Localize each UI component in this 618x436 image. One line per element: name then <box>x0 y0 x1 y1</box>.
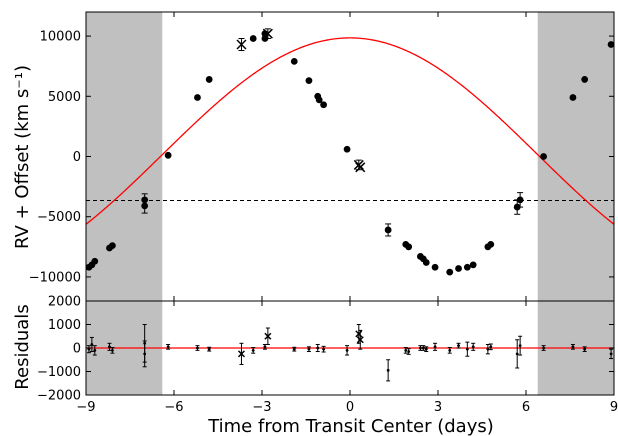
residuals-point-26 <box>465 347 469 351</box>
residuals-point-16 <box>345 348 349 352</box>
rv-point-24 <box>422 259 430 266</box>
rv-point-29 <box>469 261 477 269</box>
rv-point-32 <box>513 203 521 211</box>
residuals-y-tick-label-0: −2000 <box>37 389 81 404</box>
residuals-point-27 <box>471 345 475 349</box>
rv-model-curve <box>86 37 614 225</box>
rv-point-5 <box>141 202 149 210</box>
residuals-point-30 <box>515 352 519 356</box>
residuals-point-9 <box>207 347 211 351</box>
residuals-point-35 <box>609 352 613 356</box>
rv-cross-point-3 <box>355 162 366 173</box>
residuals-point-21 <box>421 346 425 350</box>
x-tick-label-5: 6 <box>522 400 530 415</box>
residuals-point-12 <box>292 347 296 351</box>
residuals-cross-point-3 <box>356 336 364 344</box>
rv-y-tick-label-3: 5000 <box>48 90 81 105</box>
rv-point-28 <box>463 263 471 271</box>
rv-point-27 <box>455 265 462 272</box>
residuals-point-20 <box>419 346 422 350</box>
residuals-point-11 <box>263 345 267 349</box>
residuals-cross-point-0 <box>237 350 245 358</box>
x-tick-label-0: −9 <box>76 400 95 415</box>
rv-point-6 <box>141 196 149 204</box>
rv-point-19 <box>384 226 392 234</box>
residuals-point-29 <box>489 345 493 349</box>
residuals-point-31 <box>518 344 522 348</box>
residuals-point-28 <box>486 347 490 351</box>
rv-y-axis-label: RV + Offset (km s⁻¹) <box>12 65 33 249</box>
x-tick-label-4: 3 <box>434 400 442 415</box>
residuals-y-tick-label-3: 1000 <box>48 318 81 333</box>
residuals-point-17 <box>386 368 390 372</box>
rv-point-4 <box>109 242 116 250</box>
residuals-point-19 <box>407 350 411 353</box>
residuals-point-18 <box>404 348 408 352</box>
rv-point-10 <box>249 35 257 42</box>
rv-panel: −10000 −5000 0 5000 10000 <box>29 11 615 302</box>
rv-point-18 <box>343 145 351 153</box>
residuals-cross-point-2 <box>355 330 363 338</box>
residuals-y-axis-label: Residuals <box>12 304 33 389</box>
residuals-point-3 <box>108 345 111 349</box>
residuals-point-34 <box>583 347 587 351</box>
residuals-point-25 <box>457 344 460 348</box>
residuals-y-tick-label-2: 0 <box>73 342 81 357</box>
rv-point-13 <box>290 57 298 65</box>
residuals-point-23 <box>433 345 437 349</box>
rv-point-16 <box>315 96 323 104</box>
residuals-cross-point-1 <box>264 332 272 340</box>
rv-point-36 <box>581 76 589 83</box>
rv-y-tick-label-2: 0 <box>73 150 81 165</box>
residuals-point-2 <box>93 348 97 352</box>
residuals-point-22 <box>424 347 428 351</box>
residuals-point-8 <box>196 346 199 350</box>
residuals-point-4 <box>111 348 114 352</box>
x-tick-label-2: −3 <box>252 400 271 415</box>
x-tick-label-1: −6 <box>164 400 183 415</box>
rv-y-tick-label-1: −5000 <box>37 210 81 225</box>
rv-point-14 <box>305 77 313 85</box>
rv-point-31 <box>487 241 495 248</box>
rv-cross-point-1 <box>262 28 273 39</box>
rv-point-2 <box>91 257 99 265</box>
rv-y-tick-label-0: −10000 <box>29 270 81 285</box>
residuals-y-tick-label-4: 2000 <box>48 295 81 310</box>
rv-cross-point-0 <box>236 39 247 50</box>
residuals-point-13 <box>307 347 311 351</box>
residuals-point-32 <box>542 346 545 350</box>
x-tick-label-6: 9 <box>610 400 618 415</box>
residuals-point-6 <box>143 352 147 356</box>
rv-point-21 <box>405 243 413 251</box>
rv-point-37 <box>607 41 615 48</box>
rv-point-7 <box>164 151 172 159</box>
rv-point-9 <box>205 76 213 83</box>
residuals-point-15 <box>322 347 325 351</box>
residuals-point-24 <box>448 348 452 352</box>
rv-point-26 <box>446 268 454 276</box>
residuals-panel: −2000 −1000 0 1000 2000 −9 −6 −3 0 3 6 9 <box>37 295 618 416</box>
rv-point-34 <box>540 153 547 160</box>
residuals-y-tick-label-1: −1000 <box>37 365 81 380</box>
residuals-point-14 <box>316 346 320 350</box>
rv-point-8 <box>194 94 201 101</box>
x-axis-label: Time from Transit Center (days) <box>207 416 494 436</box>
rv-point-25 <box>431 263 439 271</box>
rv-point-17 <box>320 101 327 109</box>
rv-point-33 <box>516 196 524 204</box>
rv-point-35 <box>569 94 577 101</box>
rv-shaded-region-0 <box>86 12 163 301</box>
rv-y-tick-label-4: 10000 <box>40 30 81 45</box>
residuals-point-7 <box>166 345 170 349</box>
residuals-point-10 <box>251 348 255 352</box>
x-tick-label-3: 0 <box>346 400 354 415</box>
residuals-point-33 <box>571 345 575 349</box>
residuals-point-1 <box>90 343 94 346</box>
rv-point-12 <box>261 35 269 42</box>
rv-shaded-region-1 <box>537 12 614 301</box>
